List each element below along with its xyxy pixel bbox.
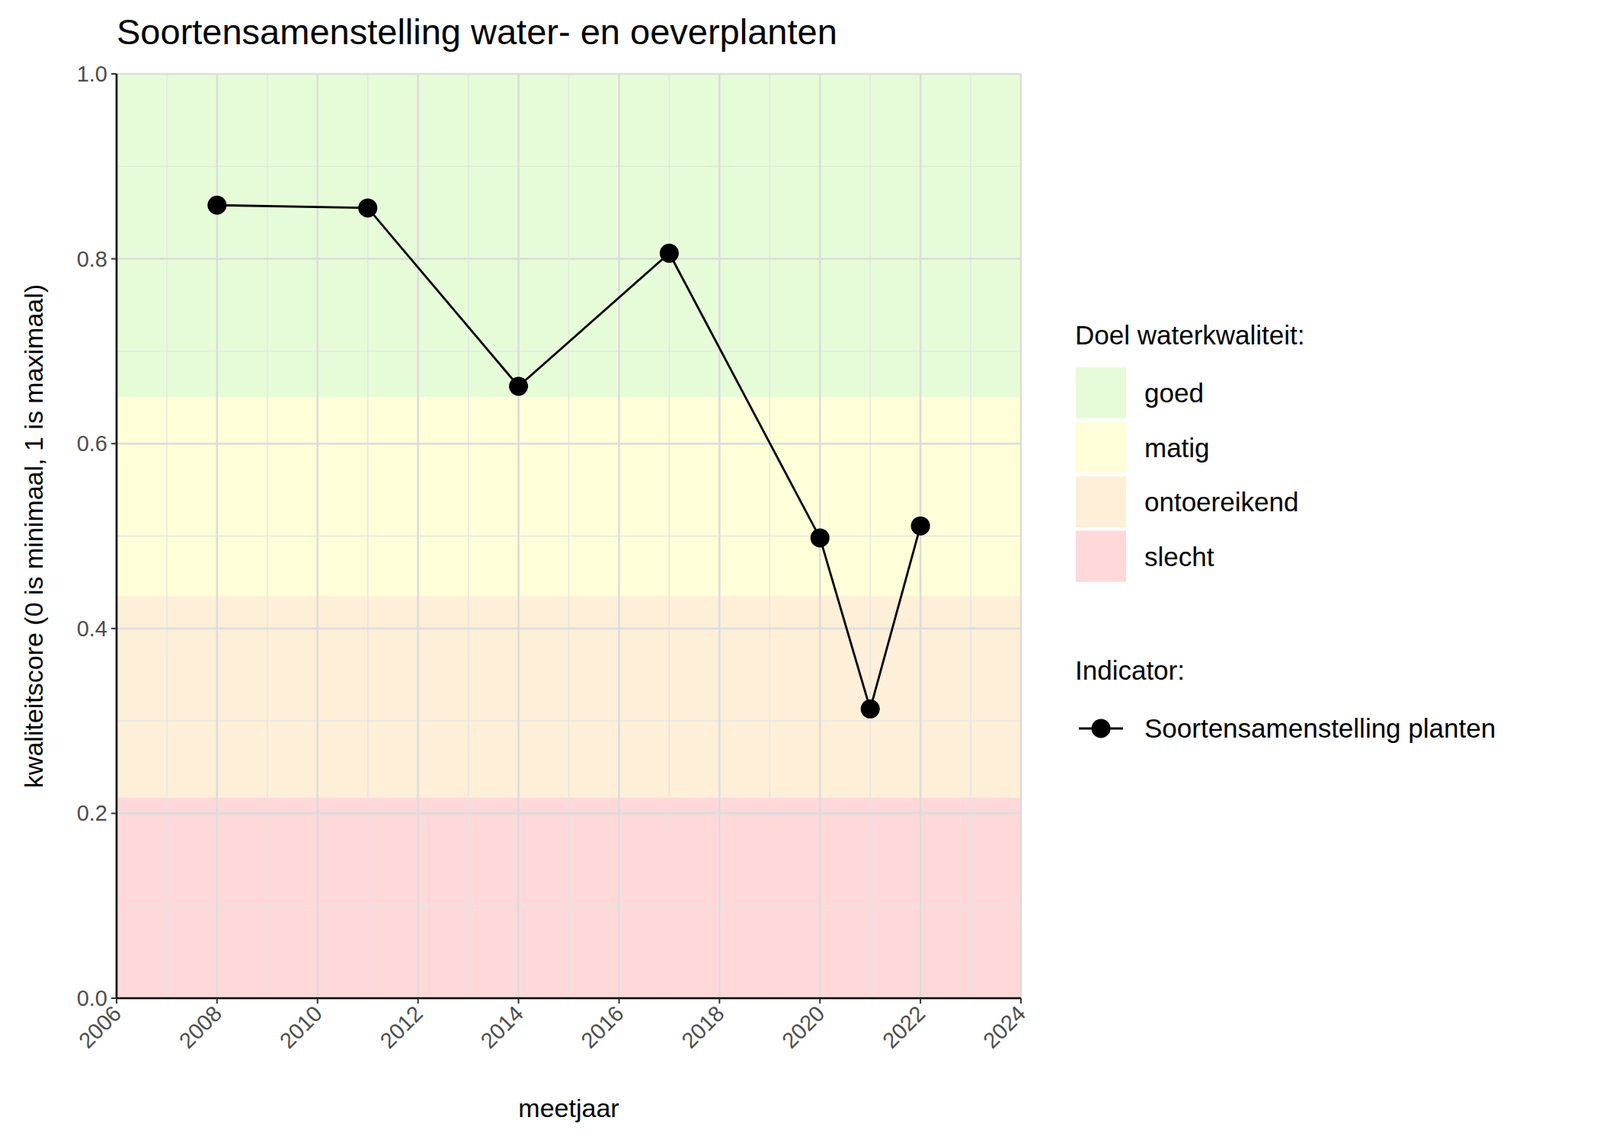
x-tick-label: 2006 (73, 1001, 126, 1053)
x-tick-label: 2022 (877, 1001, 930, 1053)
y-tick (111, 258, 117, 260)
series-line (217, 204, 921, 709)
x-tick (1020, 998, 1022, 1004)
minor-grid (166, 73, 167, 999)
legend-label: Soortensamenstelling planten (1144, 713, 1496, 743)
minor-grid (769, 73, 771, 999)
legend-swatch (1075, 367, 1127, 419)
point (810, 528, 830, 548)
grid-line (1020, 73, 1023, 999)
point (508, 376, 528, 396)
x-tick-label: 2010 (275, 1001, 327, 1053)
legend-swatch (1075, 531, 1127, 583)
point (860, 699, 880, 719)
grid-line (116, 257, 1021, 260)
x-tick (919, 998, 922, 1004)
y-tick (111, 627, 117, 630)
x-tick (316, 998, 319, 1004)
title: Soortensamenstelling water- en oeverplan… (116, 11, 838, 52)
grid-line (416, 73, 420, 999)
x-tick (617, 998, 620, 1004)
x-tick-label: 2014 (476, 1001, 528, 1053)
grid-line (115, 73, 119, 999)
x-tick-label: 2018 (676, 1001, 729, 1053)
point (358, 198, 378, 218)
grid-line (919, 73, 922, 999)
grid-line (517, 73, 520, 999)
minor-grid (668, 73, 670, 999)
legend-label: ontoereikend (1144, 486, 1299, 517)
legend-swatch (1075, 476, 1127, 528)
legend-label: matig (1144, 432, 1210, 463)
x-axis-title: meetjaar (518, 1093, 619, 1123)
bands (116, 73, 1021, 999)
y-axis (115, 73, 119, 999)
x-tick-label: 2008 (174, 1001, 227, 1053)
y-tick-label: 0.8 (76, 246, 108, 272)
legend-title: Doel waterkwaliteit: (1075, 320, 1306, 350)
legend-label: slecht (1144, 541, 1215, 572)
grid-line (116, 442, 1021, 445)
chart: 0.00.20.40.60.81.02006200820102012201420… (0, 0, 1600, 1143)
grid-line (116, 812, 1021, 815)
x-tick (718, 998, 720, 1004)
y-tick-label: 0.2 (76, 800, 108, 826)
x-tick-label: 2024 (978, 1001, 1031, 1053)
x-tick-label: 2012 (375, 1001, 428, 1053)
minor-grid (969, 73, 971, 999)
grid-line (116, 627, 1021, 630)
legend-swatch (1075, 422, 1127, 474)
point (911, 516, 931, 536)
x-axis (116, 997, 1021, 1000)
grid (116, 73, 1021, 999)
grid-line (718, 73, 721, 999)
x-tick-label: 2020 (777, 1001, 829, 1053)
point (207, 195, 227, 215)
x-tick-label: 2016 (576, 1001, 628, 1053)
y-tick (111, 812, 117, 814)
x-tick (518, 998, 520, 1004)
series-group (207, 195, 930, 719)
minor-grid (266, 73, 268, 999)
y-tick-label: 0.4 (76, 616, 108, 641)
x-tick (216, 998, 218, 1004)
grid-line (617, 73, 621, 999)
y-tick (111, 997, 117, 999)
y-tick-label: 0.6 (76, 431, 108, 456)
grid-line (116, 997, 1021, 1000)
x-tick (417, 998, 420, 1004)
legend-marker (1091, 719, 1111, 739)
x-tick (115, 998, 118, 1004)
x-tick (819, 998, 821, 1004)
grid-line (116, 73, 1021, 76)
y-axis-title: kwaliteitscore (0 is minimaal, 1 is maxi… (19, 284, 48, 788)
grid-line (316, 73, 319, 999)
minor-grid (568, 73, 570, 999)
y-tick (111, 73, 117, 75)
y-tick (111, 442, 117, 445)
point (659, 243, 679, 263)
y-tick-label: 1.0 (76, 61, 108, 87)
legend-title: Indicator: (1075, 655, 1185, 685)
minor-grid (870, 73, 871, 999)
legend-label: goed (1144, 377, 1204, 408)
minor-grid (467, 73, 469, 999)
